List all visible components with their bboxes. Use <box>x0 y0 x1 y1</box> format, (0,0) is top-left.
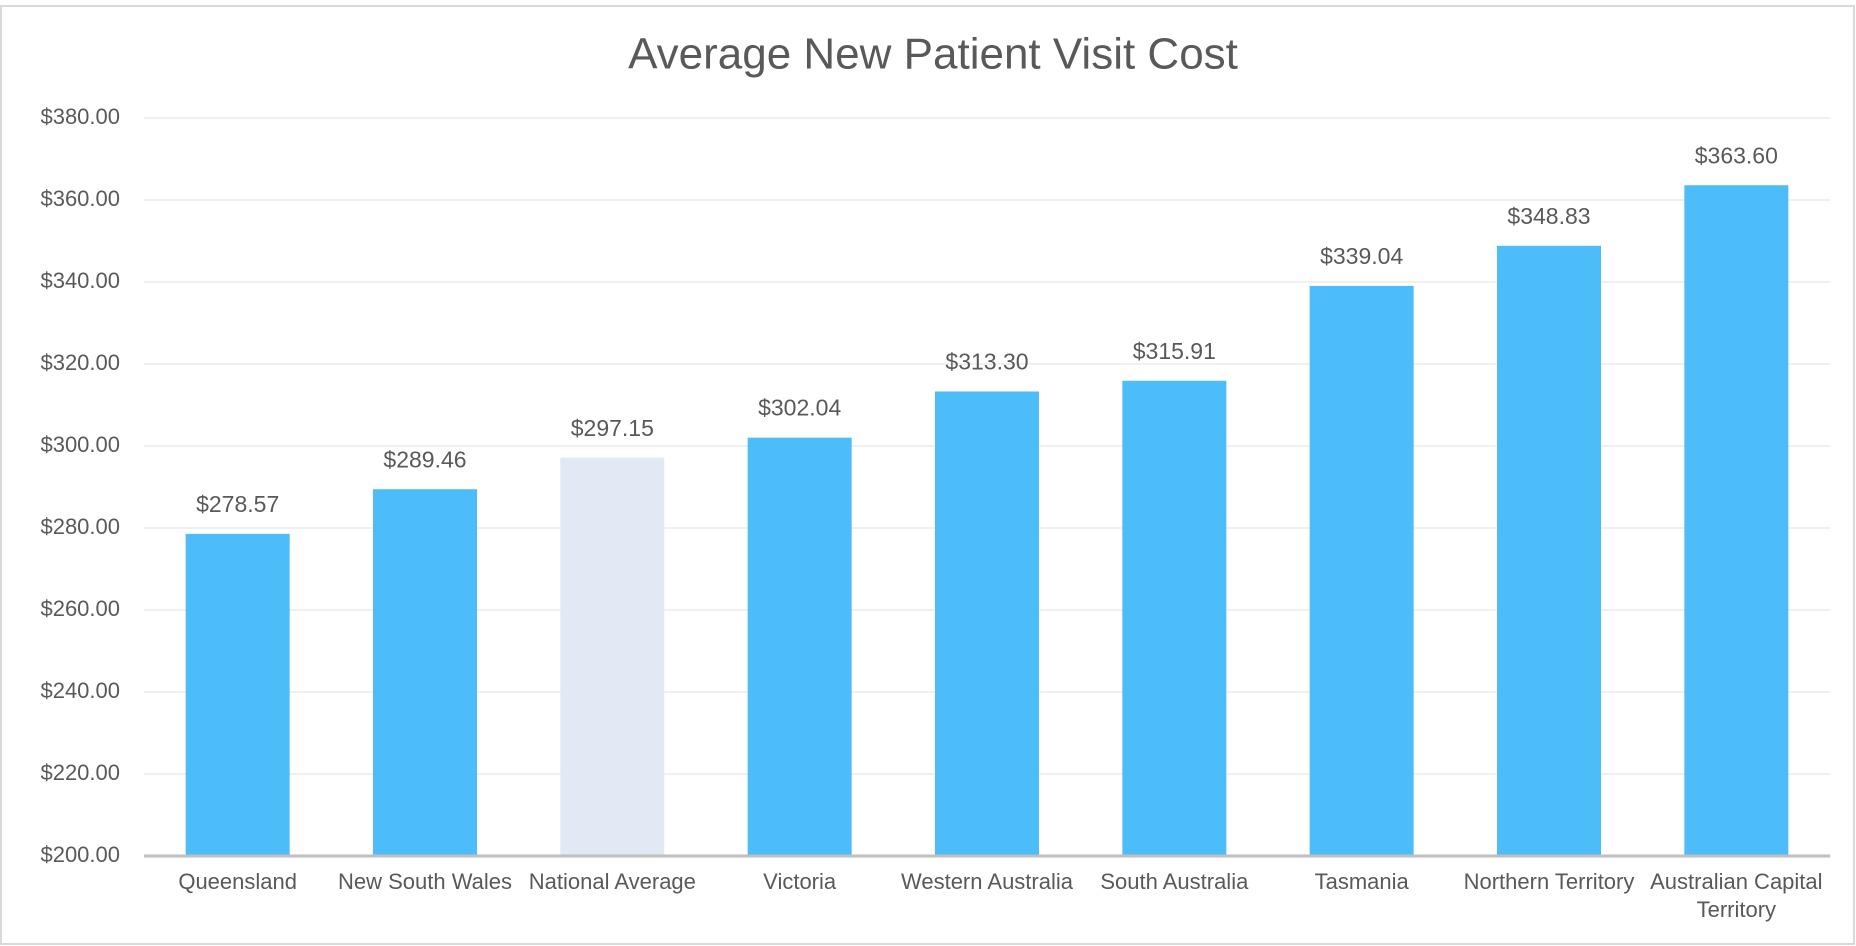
x-tick-label: Australian Capital Territory <box>1650 869 1823 922</box>
value-label: $313.30 <box>945 349 1028 375</box>
bar <box>185 533 290 856</box>
x-tick-label: Victoria <box>763 869 837 894</box>
value-label: $315.91 <box>1133 338 1216 364</box>
bar <box>1309 285 1414 856</box>
value-label: $297.15 <box>571 415 654 441</box>
value-label: $278.57 <box>196 491 279 517</box>
y-tick-label: $300.00 <box>40 432 120 457</box>
bar <box>373 489 477 856</box>
bar <box>1684 185 1789 857</box>
chart-title: Average New Patient Visit Cost <box>628 30 1238 79</box>
value-label: $339.04 <box>1320 243 1403 269</box>
value-label: $348.83 <box>1507 203 1590 229</box>
y-tick-label: $260.00 <box>40 596 120 621</box>
x-tick-label: Tasmania <box>1314 869 1409 894</box>
x-tick-label: South Australia <box>1100 869 1249 894</box>
y-tick-label: $360.00 <box>40 186 120 211</box>
x-tick-label: Queensland <box>178 869 297 894</box>
bar <box>747 437 852 856</box>
chart-border <box>0 5 1855 945</box>
x-tick-label: New South Wales <box>337 869 513 894</box>
y-tick-label: $320.00 <box>40 350 120 375</box>
y-tick-label: $240.00 <box>40 678 120 703</box>
y-tick-label: $200.00 <box>40 842 120 867</box>
y-tick-label: $220.00 <box>40 760 120 785</box>
x-tick-label: Northern Territory <box>1463 869 1635 894</box>
value-label: $302.04 <box>758 395 841 421</box>
bar <box>560 457 665 856</box>
x-tick-label: National Average <box>528 869 696 894</box>
bar <box>935 391 1039 856</box>
y-tick-label: $380.00 <box>40 104 120 129</box>
value-label: $289.46 <box>383 446 466 472</box>
value-label: $363.60 <box>1695 142 1778 168</box>
y-tick-label: $280.00 <box>40 514 120 539</box>
y-tick-label: $340.00 <box>40 268 120 293</box>
x-tick-label: Western Australia <box>900 869 1073 894</box>
bar <box>1497 245 1601 856</box>
bar <box>1122 380 1227 856</box>
